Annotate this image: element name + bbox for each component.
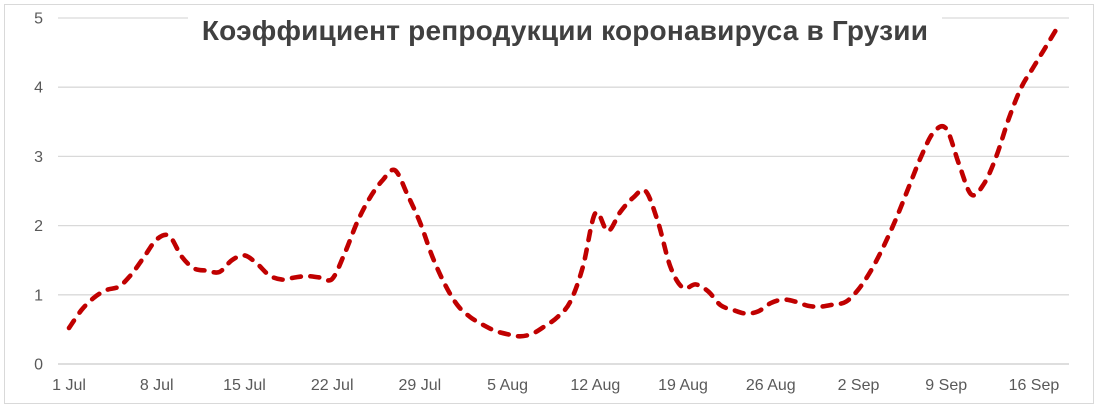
x-tick-label: 19 Aug (658, 377, 708, 394)
y-tick-label: 2 (34, 218, 43, 235)
x-tick-label: 1 Jul (52, 377, 86, 394)
x-tick-label: 8 Jul (140, 377, 174, 394)
x-tick-label: 29 Jul (399, 377, 442, 394)
x-tick-label: 15 Jul (223, 377, 266, 394)
y-tick-label: 5 (34, 11, 43, 28)
y-tick-label: 0 (34, 357, 43, 374)
chart-container: 0 1 2 3 4 5 1 Jul 8 Jul 15 Jul 22 Jul 29 Jul 5 Aug 1… (4, 4, 1094, 404)
x-tick-label: 5 Aug (487, 377, 528, 394)
x-tick-label: 22 Jul (311, 377, 354, 394)
x-tick-label: 9 Sep (925, 377, 967, 394)
y-tick-label: 1 (34, 287, 43, 304)
x-tick-label: 2 Sep (838, 377, 880, 394)
y-tick-label: 4 (34, 80, 43, 97)
reproduction-rate-line (66, 22, 1062, 339)
x-tick-label: 12 Aug (570, 377, 620, 394)
x-tick-label: 16 Sep (1009, 377, 1060, 394)
x-tick-label: 26 Aug (746, 377, 796, 394)
y-tick-label: 3 (34, 149, 43, 166)
